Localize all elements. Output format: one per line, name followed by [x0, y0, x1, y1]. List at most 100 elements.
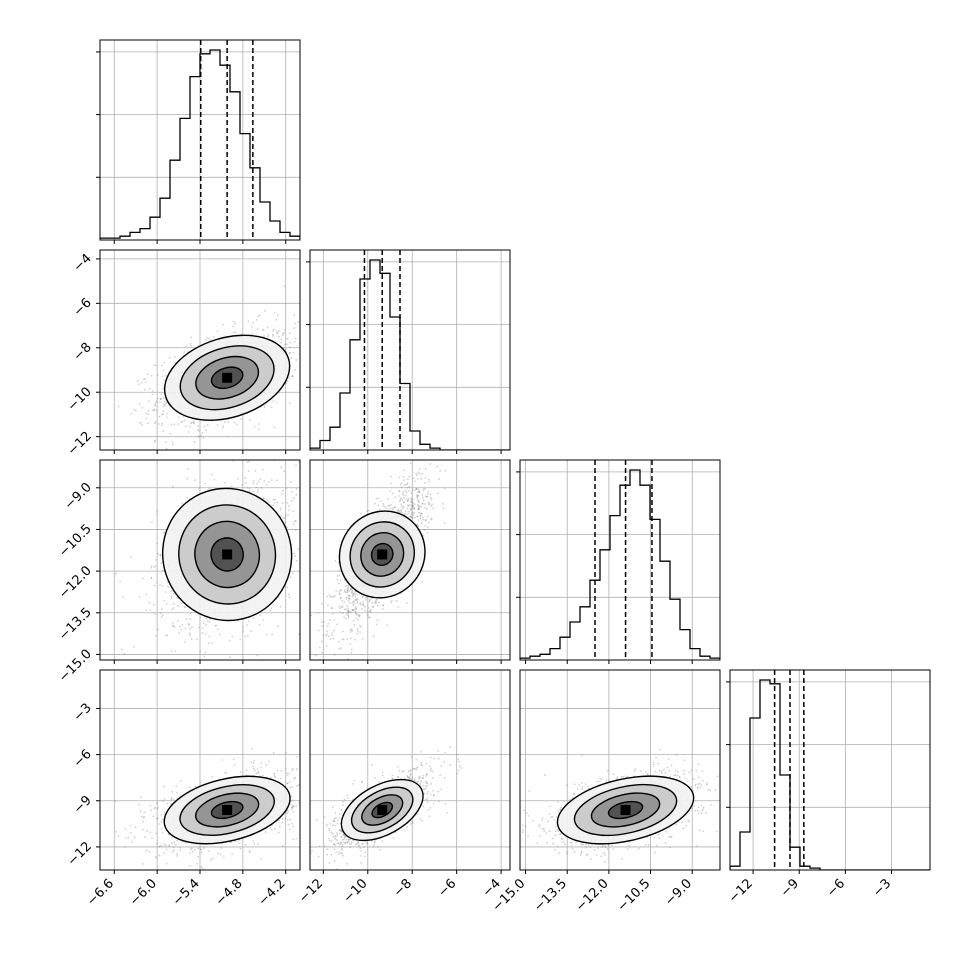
scatter-point — [294, 529, 297, 531]
scatter-point — [401, 507, 404, 510]
scatter-point — [263, 497, 265, 500]
scatter-point — [250, 761, 253, 764]
scatter-point — [138, 803, 141, 806]
panel-0-0 — [96, 39, 301, 244]
scatter-point — [173, 356, 176, 358]
scatter-point — [428, 503, 431, 506]
scatter-point — [222, 856, 225, 859]
scatter-point — [170, 423, 173, 426]
scatter-point — [284, 513, 287, 516]
y-tick-label-2-4: −9.0 — [62, 480, 95, 513]
scatter-point — [256, 482, 259, 485]
scatter-point — [306, 379, 308, 381]
scatter-point — [402, 491, 405, 493]
scatter-point — [165, 634, 168, 637]
scatter-point — [300, 774, 302, 776]
scatter-point — [387, 504, 390, 507]
scatter-point — [224, 421, 226, 423]
scatter-point — [346, 589, 349, 592]
scatter-point — [161, 608, 163, 610]
scatter-point — [351, 629, 354, 632]
scatter-point — [168, 586, 171, 589]
scatter-point — [280, 338, 283, 341]
scatter-point — [270, 479, 273, 482]
scatter-point — [372, 635, 375, 638]
scatter-point — [216, 628, 219, 631]
scatter-point — [366, 614, 369, 616]
scatter-point — [442, 502, 444, 505]
scatter-point — [403, 501, 406, 503]
scatter-point — [154, 634, 157, 637]
scatter-point — [327, 604, 329, 607]
scatter-point — [161, 585, 164, 588]
scatter-point — [356, 598, 359, 601]
scatter-point — [206, 424, 209, 426]
scatter-point — [292, 810, 295, 813]
scatter-point — [350, 588, 353, 591]
scatter-point — [154, 613, 157, 615]
scatter-point — [193, 422, 196, 425]
scatter-point — [205, 336, 208, 339]
scatter-point — [419, 514, 422, 517]
scatter-point — [173, 841, 176, 844]
scatter-point — [368, 599, 371, 601]
scatter-point — [354, 611, 357, 614]
scatter-point — [288, 828, 291, 831]
scatter-point — [407, 510, 410, 513]
scatter-point — [253, 767, 255, 770]
scatter-point — [332, 637, 335, 640]
scatter-point — [333, 653, 336, 656]
scatter-point — [184, 627, 187, 630]
scatter-point — [417, 519, 420, 521]
scatter-point — [417, 525, 420, 528]
scatter-point — [308, 640, 310, 642]
scatter-point — [256, 328, 259, 331]
scatter-point — [355, 597, 358, 600]
y-tick-label-2-2: −12.0 — [56, 563, 95, 602]
scatter-point — [402, 494, 405, 496]
scatter-point — [150, 374, 153, 377]
scatter-point — [409, 515, 412, 518]
scatter-point — [372, 605, 375, 608]
scatter-point — [402, 501, 405, 504]
y-tick-label-1-3: −6 — [71, 296, 95, 320]
scatter-point — [289, 481, 292, 484]
scatter-point — [241, 483, 244, 486]
scatter-point — [307, 555, 309, 557]
scatter-point — [204, 651, 207, 654]
scatter-point — [306, 515, 308, 517]
scatter-point — [148, 850, 151, 853]
scatter-point — [417, 494, 420, 497]
scatter-point — [257, 488, 260, 491]
scatter-point — [361, 637, 364, 640]
scatter-point — [123, 652, 126, 655]
scatter-point — [252, 490, 255, 493]
scatter-point — [406, 478, 409, 481]
scatter-point — [189, 426, 191, 428]
scatter-point — [413, 503, 416, 506]
scatter-point — [404, 489, 407, 492]
scatter-point — [239, 847, 242, 850]
scatter-point — [347, 597, 350, 600]
scatter-point — [163, 531, 166, 534]
scatter-point — [204, 633, 207, 636]
scatter-point — [382, 604, 385, 607]
scatter-point — [148, 601, 151, 604]
scatter-point — [364, 598, 367, 601]
scatter-point — [415, 494, 418, 497]
scatter-point — [342, 638, 345, 640]
scatter-point — [418, 472, 421, 475]
scatter-point — [393, 506, 396, 509]
scatter-point — [436, 465, 439, 468]
scatter-point — [286, 501, 289, 504]
scatter-point — [172, 798, 175, 801]
scatter-point — [352, 435, 354, 437]
scatter-point — [172, 846, 175, 849]
scatter-point — [365, 596, 368, 599]
scatter-point — [413, 508, 416, 510]
scatter-point — [339, 596, 342, 599]
scatter-point — [409, 509, 412, 512]
scatter-point — [203, 425, 206, 428]
scatter-point — [320, 640, 323, 643]
scatter-point — [207, 642, 210, 644]
